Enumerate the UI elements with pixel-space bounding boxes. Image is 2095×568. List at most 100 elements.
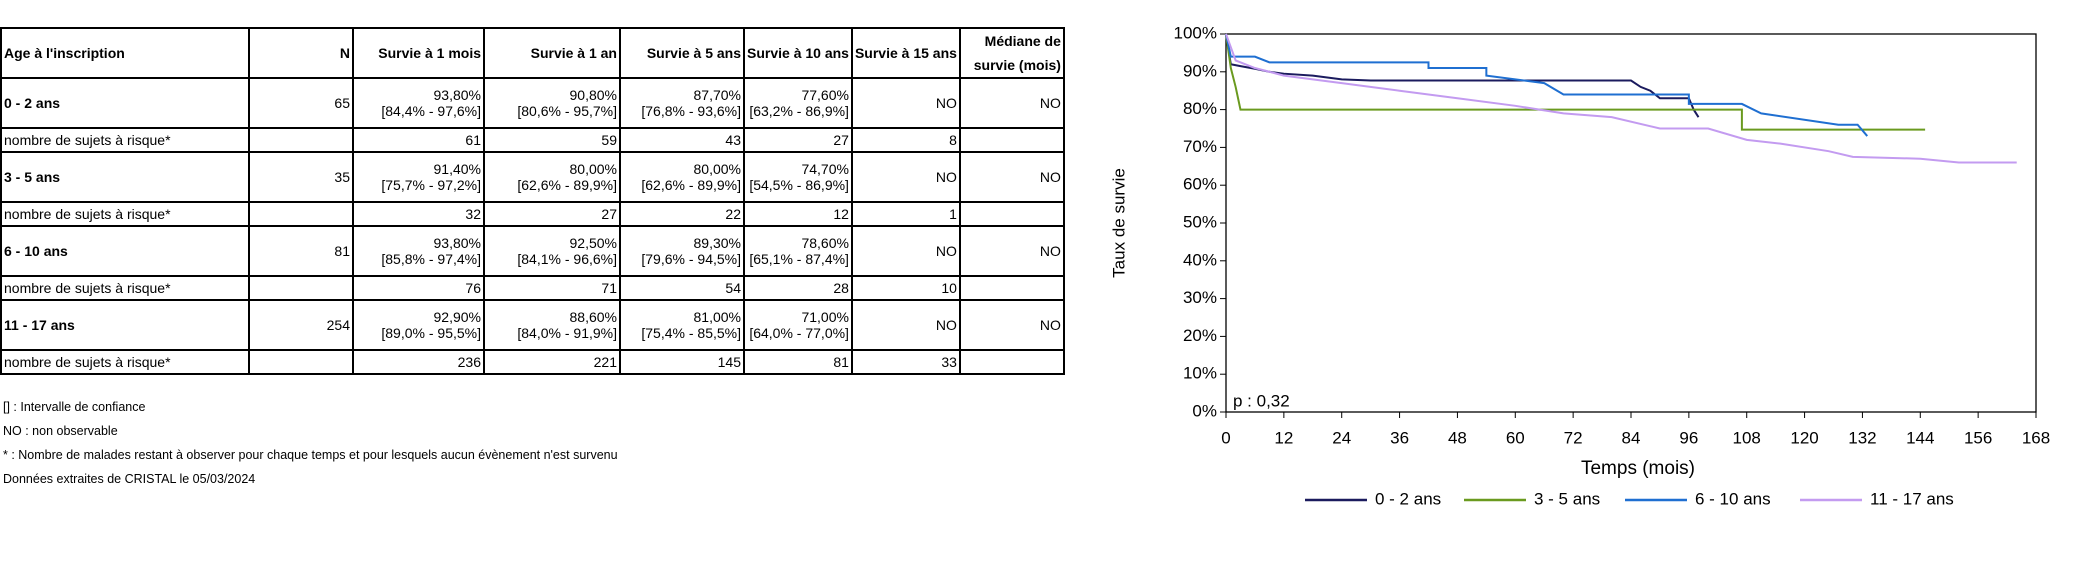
at-risk: 54 — [619, 275, 745, 301]
survival-cell: 80,00% [62,6% - 89,9%] — [619, 151, 745, 203]
survival-ci: [89,0% - 95,5%] — [381, 325, 481, 341]
survival-ci: [80,6% - 95,7%] — [517, 103, 617, 119]
survival-cell: 92,50% [84,1% - 96,6%] — [483, 225, 621, 277]
at-risk: 27 — [483, 201, 621, 227]
group-n: 65 — [248, 77, 354, 129]
survival-cell: 88,60% [84,0% - 91,9%] — [483, 299, 621, 351]
survival-cell: 93,80% [85,8% - 97,4%] — [352, 225, 485, 277]
at-risk: 8 — [850, 127, 961, 153]
median: NO — [958, 225, 1065, 277]
header-cell: Survie à 1 an — [483, 27, 621, 79]
survival-ci: [64,0% - 77,0%] — [749, 325, 849, 341]
survival-value: 74,70% — [801, 161, 849, 177]
survival-15: NO — [850, 299, 961, 351]
survival-ci: [79,6% - 94,5%] — [641, 251, 741, 267]
annotation: p : 0,32 — [1233, 391, 1290, 410]
survival-value: 78,60% — [801, 235, 849, 251]
survival-value: 77,60% — [801, 87, 849, 103]
at-risk: 32 — [352, 201, 485, 227]
survival-cell: 81,00% [75,4% - 85,5%] — [619, 299, 745, 351]
at-risk: 10 — [850, 275, 961, 301]
survival-cell: 78,60% [65,1% - 87,4%] — [743, 225, 853, 277]
y-tick-label: 10% — [1183, 364, 1217, 383]
empty-cell — [248, 275, 354, 301]
group-row: 3 - 5 ans 35 91,40% [75,7% - 97,2%] 80,00% [6… — [0, 151, 1065, 203]
survival-cell: 74,70% [54,5% - 86,9%] — [743, 151, 853, 203]
at-risk: 27 — [743, 127, 853, 153]
empty-cell — [958, 275, 1065, 301]
header-cell: Survie à 15 ans — [850, 27, 961, 79]
risk-row: nombre de sujets à risque* 236 221 145 81 33 — [0, 349, 1065, 375]
risk-row: nombre de sujets à risque* 76 71 54 28 10 — [0, 275, 1065, 301]
survival-value: 91,40% — [433, 161, 481, 177]
at-risk: 22 — [619, 201, 745, 227]
survival-ci: [54,5% - 86,9%] — [749, 177, 849, 193]
survival-curve — [1225, 33, 1869, 137]
median: NO — [958, 151, 1065, 203]
group-row: 6 - 10 ans 81 93,80% [85,8% - 97,4%] 92,50%[… — [0, 225, 1065, 277]
survival-value: 80,00% — [569, 161, 617, 177]
survival-value: 92,50% — [569, 235, 617, 251]
survival-ci: [63,2% - 86,9%] — [749, 103, 849, 119]
y-tick-label: 30% — [1183, 288, 1217, 307]
risk-label: nombre de sujets à risque* — [0, 349, 250, 375]
header-cell: Age à l'inscription — [0, 27, 250, 79]
survival-value: 87,70% — [693, 87, 741, 103]
survival-cell: 71,00% [64,0% - 77,0%] — [743, 299, 853, 351]
survival-value: 81,00% — [693, 309, 741, 325]
survival-cell: 92,90% [89,0% - 95,5%] — [352, 299, 485, 351]
x-tick-label: 120 — [1790, 428, 1818, 447]
empty-cell — [958, 349, 1065, 375]
y-tick-label: 20% — [1183, 326, 1217, 345]
survival-ci: [62,6% - 89,9%] — [641, 177, 741, 193]
at-risk: 145 — [619, 349, 745, 375]
risk-label: nombre de sujets à risque* — [0, 275, 250, 301]
header-row: Age à l'inscription N Survie à 1 mois Survi… — [0, 27, 1065, 79]
note: [] : Intervalle de confiance — [3, 400, 146, 414]
risk-label: nombre de sujets à risque* — [0, 127, 250, 153]
survival-value: 88,60% — [569, 309, 617, 325]
header-cell: Médiane de survie (mois) — [958, 27, 1065, 79]
at-risk: 33 — [850, 349, 961, 375]
group-row: 11 - 17 ans 254 92,90% [89,0% - 95,5%] 88,60… — [0, 299, 1065, 351]
survival-ci: [76,8% - 93,6%] — [641, 103, 741, 119]
empty-cell — [248, 127, 354, 153]
at-risk: 12 — [743, 201, 853, 227]
note: Données extraites de CRISTAL le 05/03/20… — [3, 472, 256, 486]
survival-cell: 80,00% [62,6% - 89,9%] — [483, 151, 621, 203]
x-tick-label: 96 — [1679, 428, 1698, 447]
group-row: 0 - 2 ans 65 93,80% [84,4% - 97,6%] 90,80% [8… — [0, 77, 1065, 129]
survival-ci: [84,0% - 91,9%] — [517, 325, 617, 341]
at-risk: 59 — [483, 127, 621, 153]
survival-ci: [85,8% - 97,4%] — [381, 251, 481, 267]
survival-ci: [65,1% - 87,4%] — [749, 251, 849, 267]
risk-row: nombre de sujets à risque* 32 27 22 12 1 — [0, 201, 1065, 227]
header-cell: Survie à 1 mois — [352, 27, 485, 79]
legend-label: 11 - 17 ans — [1870, 489, 1954, 508]
at-risk: 61 — [352, 127, 485, 153]
empty-cell — [958, 201, 1065, 227]
survival-cell: 91,40% [75,7% - 97,2%] — [352, 151, 485, 203]
risk-label: nombre de sujets à risque* — [0, 201, 250, 227]
survival-curve — [1225, 33, 1926, 131]
y-tick-label: 0% — [1192, 401, 1217, 420]
survival-15: NO — [850, 151, 961, 203]
survival-15: NO — [850, 225, 961, 277]
survival-value: 93,80% — [433, 87, 481, 103]
survival-cell: 90,80% [80,6% - 95,7%] — [483, 77, 621, 129]
legend-label: 6 - 10 ans — [1695, 489, 1771, 508]
group-n: 254 — [248, 299, 354, 351]
survival-ci: [75,4% - 85,5%] — [641, 325, 741, 341]
x-tick-label: 0 — [1221, 428, 1230, 447]
survival-value: 89,30% — [693, 235, 741, 251]
survival-value: 90,80% — [569, 87, 617, 103]
survival-cell: 89,30% [79,6% - 94,5%] — [619, 225, 745, 277]
y-axis-title: Taux de survie — [1109, 168, 1128, 278]
x-tick-label: 48 — [1448, 428, 1467, 447]
y-tick-label: 90% — [1183, 61, 1217, 80]
survival-value: 80,00% — [693, 161, 741, 177]
at-risk: 81 — [743, 349, 853, 375]
group-n: 81 — [248, 225, 354, 277]
at-risk: 28 — [743, 275, 853, 301]
